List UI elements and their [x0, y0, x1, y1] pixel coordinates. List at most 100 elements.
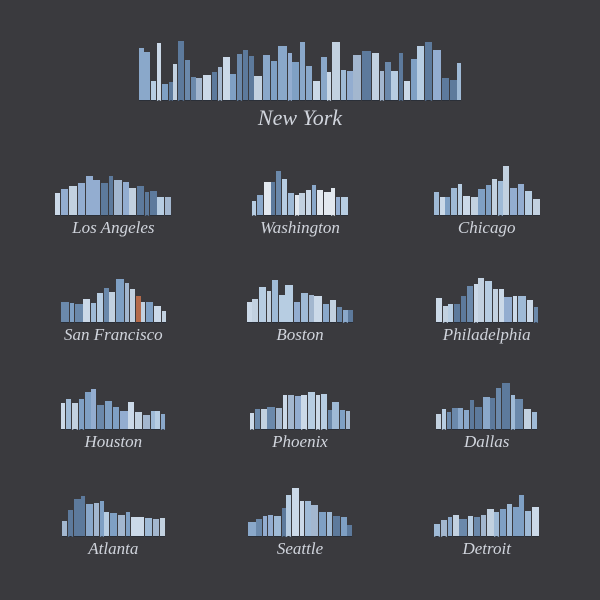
building: [319, 512, 326, 537]
building: [129, 188, 136, 216]
building: [116, 279, 124, 323]
building: [518, 184, 524, 216]
building: [503, 166, 509, 216]
building: [316, 395, 320, 430]
building: [254, 76, 262, 101]
building: [118, 515, 125, 537]
building: [100, 501, 104, 537]
building: [332, 402, 339, 430]
building: [278, 46, 287, 101]
city-cell: Phoenix: [215, 384, 386, 452]
city-cell: Seattle: [215, 491, 386, 559]
building: [109, 176, 113, 216]
building: [486, 185, 491, 216]
skyline: [215, 491, 386, 537]
building: [247, 302, 252, 323]
building: [131, 517, 136, 537]
building: [448, 304, 453, 323]
building: [481, 515, 486, 537]
building: [267, 407, 275, 430]
building: [162, 84, 168, 101]
skyline: [215, 277, 386, 323]
city-cell: Los Angeles: [28, 170, 199, 238]
building: [343, 310, 348, 323]
building: [436, 414, 441, 430]
building: [145, 518, 152, 537]
building: [487, 509, 494, 537]
building: [532, 507, 539, 537]
building: [341, 70, 346, 101]
building: [346, 411, 350, 430]
building: [321, 394, 327, 430]
building: [295, 396, 301, 430]
building: [144, 52, 150, 101]
building: [274, 516, 281, 537]
building: [237, 54, 242, 101]
building: [532, 412, 537, 430]
building: [372, 53, 379, 101]
building: [452, 408, 458, 430]
building: [434, 192, 439, 216]
building: [513, 507, 519, 537]
building: [249, 56, 254, 101]
building: [113, 407, 119, 430]
building: [143, 415, 150, 430]
building: [475, 407, 482, 430]
building: [109, 292, 115, 323]
building: [279, 295, 285, 323]
city-label: Seattle: [277, 539, 323, 559]
skyline: [401, 170, 572, 216]
building: [313, 81, 320, 101]
building: [312, 185, 316, 216]
city-cell: Atlanta: [28, 491, 199, 559]
grid-row-1: San FranciscoBostonPhiladelphia: [28, 277, 572, 345]
skyline: [28, 170, 199, 216]
building: [442, 409, 446, 430]
city-cell: Washington: [215, 170, 386, 238]
building: [268, 515, 273, 537]
building: [272, 280, 278, 323]
building: [271, 182, 275, 216]
city-label: Detroit: [462, 539, 510, 559]
building: [515, 399, 523, 430]
building: [496, 388, 501, 430]
building: [155, 411, 160, 430]
building: [425, 42, 432, 101]
city-cell: Houston: [28, 384, 199, 452]
building: [104, 512, 109, 537]
building: [485, 281, 492, 323]
city-label: Houston: [85, 432, 143, 452]
building: [136, 517, 144, 537]
city-label: Washington: [260, 218, 340, 238]
city-cell: Philadelphia: [401, 277, 572, 345]
building: [255, 409, 260, 430]
building: [323, 304, 329, 323]
skyline-new-york: [44, 37, 555, 101]
building: [306, 66, 312, 101]
building: [261, 409, 267, 430]
building: [311, 505, 318, 537]
building: [292, 62, 299, 101]
building: [185, 60, 190, 101]
building: [474, 284, 478, 323]
building: [128, 402, 134, 430]
building: [436, 298, 442, 323]
building: [86, 176, 93, 216]
grid-row-3: Atlanta Seattle Detroit: [28, 491, 572, 559]
building: [267, 291, 271, 323]
building: [165, 197, 171, 216]
building: [271, 61, 277, 101]
building: [191, 77, 196, 101]
building: [62, 521, 67, 537]
building: [450, 80, 457, 101]
building: [203, 75, 211, 101]
building: [104, 288, 109, 323]
building: [79, 399, 84, 430]
city-label: Dallas: [464, 432, 509, 452]
building: [276, 408, 282, 430]
building: [330, 300, 336, 323]
building: [83, 299, 90, 323]
building: [504, 297, 512, 323]
building: [328, 410, 332, 430]
building: [126, 512, 130, 537]
